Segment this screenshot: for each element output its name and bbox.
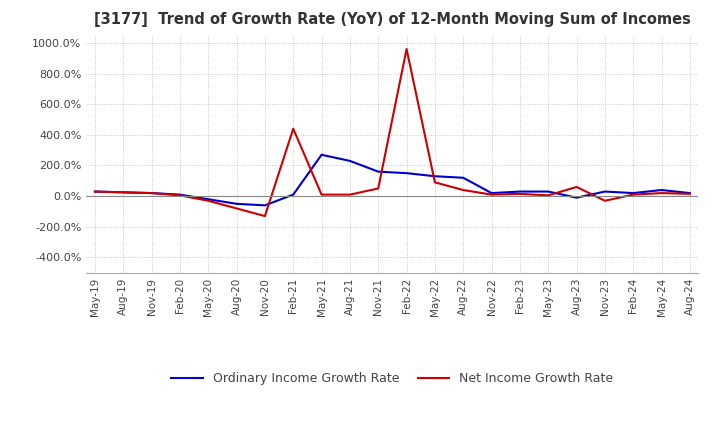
- Net Income Growth Rate: [318, 192, 326, 197]
- Title: [3177]  Trend of Growth Rate (YoY) of 12-Month Moving Sum of Incomes: [3177] Trend of Growth Rate (YoY) of 12-…: [94, 12, 690, 27]
- Net Income Growth Rate: [431, 180, 439, 185]
- Net Income Growth Rate: [516, 191, 524, 197]
- Ordinary Income Growth Rate: [148, 191, 156, 196]
- Net Income Growth Rate: [459, 187, 467, 193]
- Ordinary Income Growth Rate: [233, 201, 241, 206]
- Ordinary Income Growth Rate: [629, 191, 637, 196]
- Ordinary Income Growth Rate: [176, 192, 184, 197]
- Net Income Growth Rate: [572, 184, 581, 190]
- Line: Ordinary Income Growth Rate: Ordinary Income Growth Rate: [95, 155, 690, 205]
- Net Income Growth Rate: [629, 192, 637, 197]
- Ordinary Income Growth Rate: [685, 191, 694, 196]
- Ordinary Income Growth Rate: [204, 197, 212, 202]
- Ordinary Income Growth Rate: [487, 191, 496, 196]
- Ordinary Income Growth Rate: [119, 190, 127, 195]
- Net Income Growth Rate: [261, 213, 269, 219]
- Ordinary Income Growth Rate: [346, 158, 354, 164]
- Net Income Growth Rate: [176, 193, 184, 198]
- Net Income Growth Rate: [487, 192, 496, 197]
- Net Income Growth Rate: [91, 189, 99, 194]
- Ordinary Income Growth Rate: [572, 195, 581, 200]
- Net Income Growth Rate: [374, 186, 382, 191]
- Ordinary Income Growth Rate: [402, 171, 411, 176]
- Net Income Growth Rate: [204, 198, 212, 203]
- Ordinary Income Growth Rate: [459, 175, 467, 180]
- Net Income Growth Rate: [402, 46, 411, 51]
- Net Income Growth Rate: [289, 126, 297, 132]
- Ordinary Income Growth Rate: [91, 189, 99, 194]
- Ordinary Income Growth Rate: [657, 187, 666, 193]
- Ordinary Income Growth Rate: [289, 192, 297, 197]
- Net Income Growth Rate: [148, 191, 156, 196]
- Ordinary Income Growth Rate: [318, 152, 326, 158]
- Net Income Growth Rate: [657, 191, 666, 196]
- Ordinary Income Growth Rate: [600, 189, 609, 194]
- Ordinary Income Growth Rate: [544, 189, 552, 194]
- Net Income Growth Rate: [119, 190, 127, 195]
- Net Income Growth Rate: [544, 193, 552, 198]
- Net Income Growth Rate: [233, 206, 241, 211]
- Net Income Growth Rate: [600, 198, 609, 203]
- Line: Net Income Growth Rate: Net Income Growth Rate: [95, 49, 690, 216]
- Net Income Growth Rate: [346, 192, 354, 197]
- Ordinary Income Growth Rate: [374, 169, 382, 174]
- Legend: Ordinary Income Growth Rate, Net Income Growth Rate: Ordinary Income Growth Rate, Net Income …: [166, 367, 618, 390]
- Ordinary Income Growth Rate: [431, 174, 439, 179]
- Ordinary Income Growth Rate: [261, 203, 269, 208]
- Ordinary Income Growth Rate: [516, 189, 524, 194]
- Net Income Growth Rate: [685, 191, 694, 197]
